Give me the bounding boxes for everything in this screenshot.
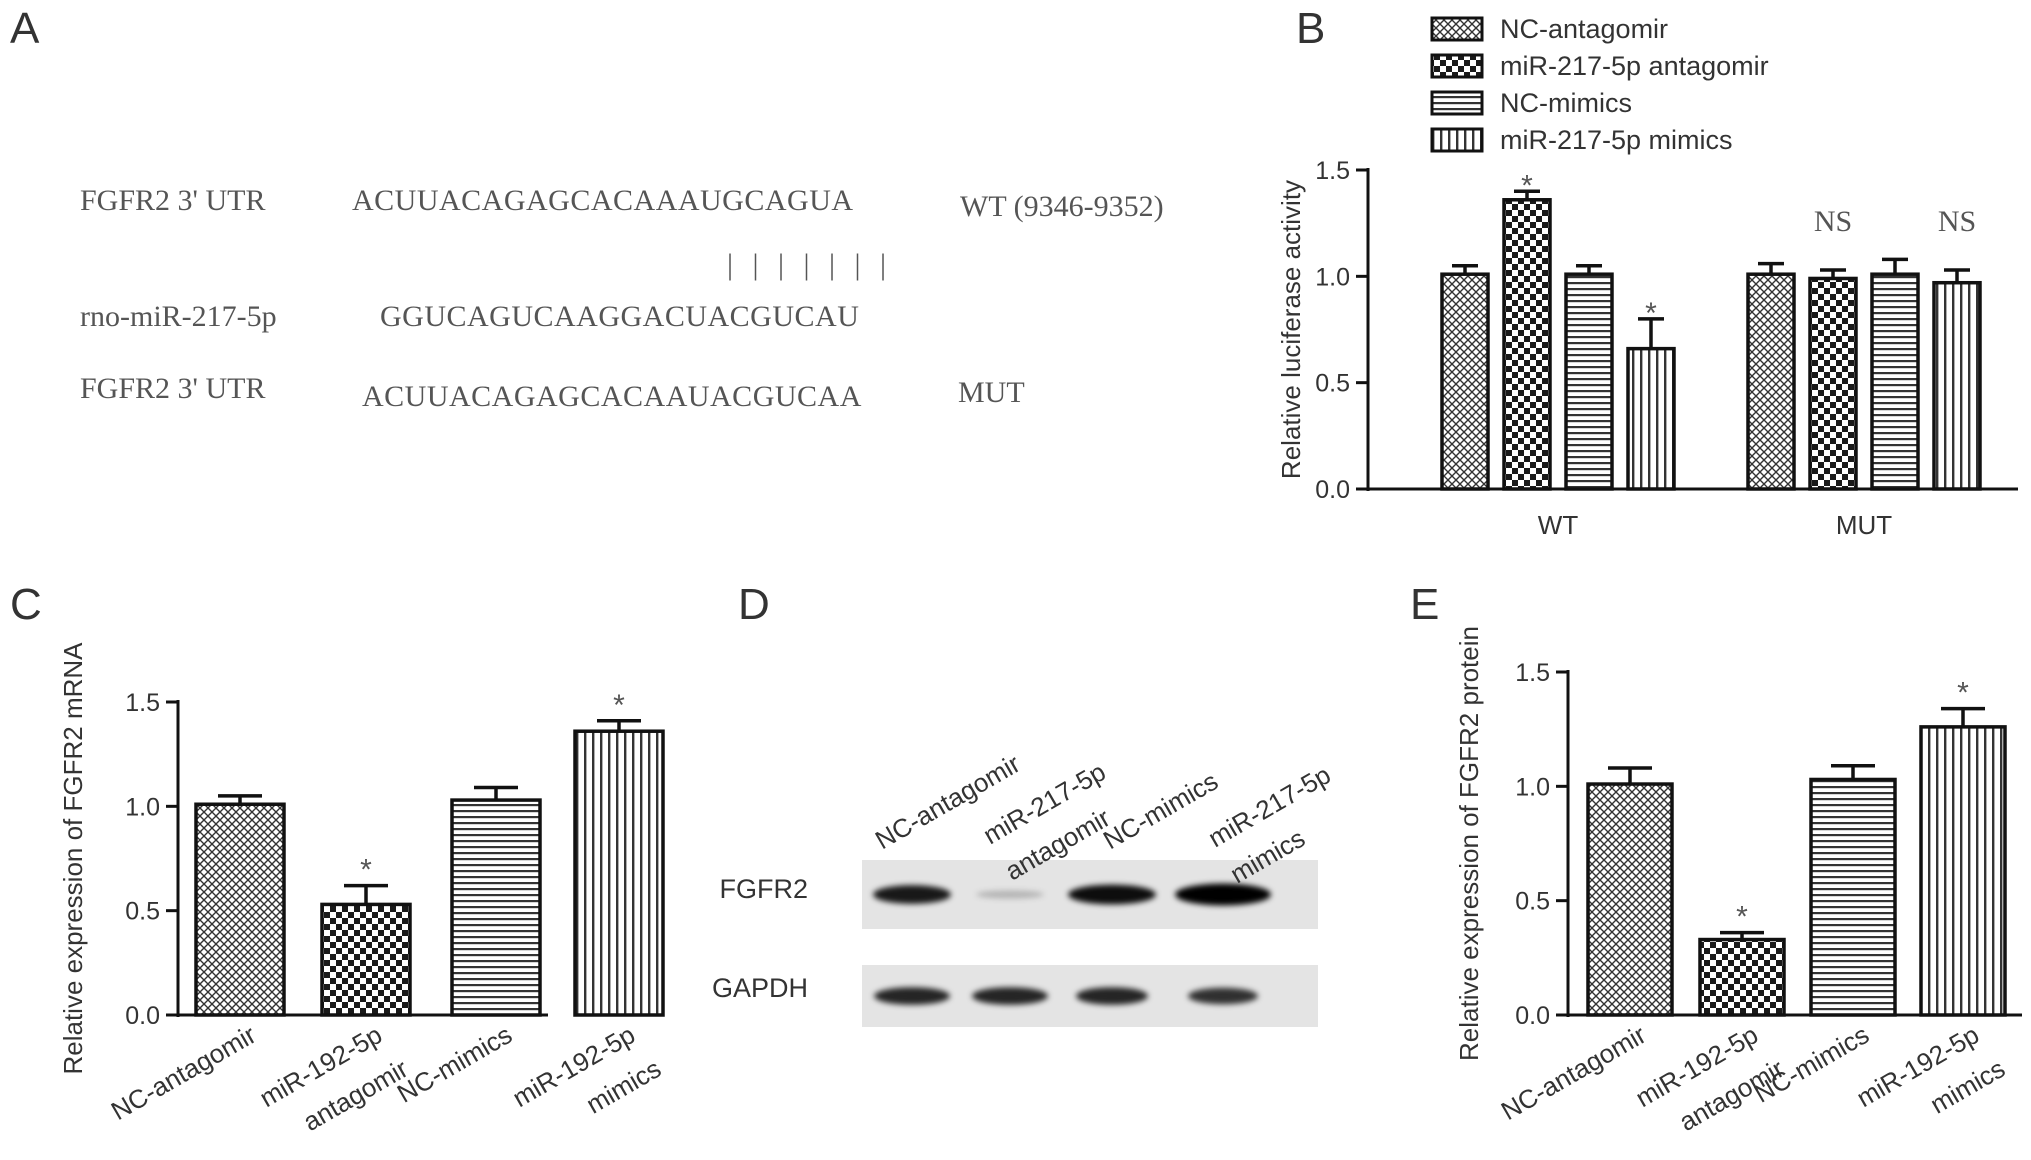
blot-band: [873, 885, 951, 904]
panel-label-d: D: [738, 580, 770, 629]
panel-label-c: C: [10, 580, 42, 629]
panel-label-b: B: [1296, 4, 1326, 53]
utr-wt-tag: WT (9346-9352): [960, 190, 1164, 223]
utr-wt-label: FGFR2 3' UTR: [80, 184, 266, 217]
chart-b-y-tick-label: 1.0: [1315, 263, 1350, 291]
chart-e-bar: [1698, 937, 1786, 1017]
chart-e-y-tick-label: 0.5: [1515, 888, 1550, 916]
chart-e-y-tick-label: 1.5: [1515, 659, 1550, 687]
chart-b-legend-swatch: [1430, 127, 1484, 153]
chart-c-mrna: 0.0 0.5 1.0 1.5 Relative expression of FGFR2…: [58, 642, 666, 1137]
chart-b-significance-label: *: [1521, 169, 1533, 202]
panel-label-e: E: [1410, 580, 1440, 629]
chart-b-y-tick-label: 1.5: [1315, 157, 1350, 185]
blot-lane-label: NC-mimics: [1098, 766, 1223, 856]
chart-e-y-tick-label: 0.0: [1515, 1002, 1550, 1030]
blot-band: [1076, 987, 1148, 1005]
blot-band: [874, 987, 950, 1005]
chart-c-y-axis-label: Relative expression of FGFR2 mRNA: [58, 642, 88, 1075]
mirna-sequence: GGUCAGUCAAGGACUACGUCAU: [380, 300, 860, 333]
chart-b-legend-label: miR-217-5p antagomir: [1500, 51, 1769, 81]
chart-c-bar: [194, 802, 286, 1017]
chart-b-bar: [1502, 198, 1552, 491]
chart-c-bar: [450, 798, 542, 1017]
chart-b-bar: [1808, 276, 1858, 491]
chart-b-legend-label: miR-217-5p mimics: [1500, 125, 1733, 155]
chart-b-y-tick-label: 0.5: [1315, 370, 1350, 398]
chart-e-y-axis-label: Relative expression of FGFR2 protein: [1454, 626, 1484, 1061]
chart-b-legend-swatch: [1430, 90, 1484, 116]
chart-c-bar: [573, 729, 665, 1017]
chart-b-y-axis-label: Relative luciferase activity: [1276, 180, 1306, 479]
chart-c-y-tick-label: 0.0: [125, 1002, 160, 1030]
blot-band: [1188, 987, 1258, 1005]
chart-b-luciferase: 0.0 0.5 1.0 1.5 Relative luciferase activity…: [1276, 14, 2018, 540]
chart-e-protein: 0.0 0.5 1.0 1.5 Relative expression of FGFR2…: [1454, 626, 2022, 1137]
blot-band: [976, 890, 1044, 899]
utr-mut-tag: MUT: [958, 376, 1025, 409]
mirna-label: rno-miR-217-5p: [80, 300, 277, 333]
utr-mut-label: FGFR2 3' UTR: [80, 372, 266, 405]
chart-c-x-tick-label: NC-antagomir: [106, 1019, 261, 1126]
chart-b-legend-swatch: [1430, 16, 1484, 42]
blot-row-label: GAPDH: [712, 973, 808, 1003]
chart-c-bar: [320, 902, 412, 1017]
chart-b-ns-label: NS: [1814, 205, 1852, 238]
chart-b-bar: [1746, 272, 1796, 491]
chart-c-y-tick-label: 0.5: [125, 898, 160, 926]
blot-band: [972, 987, 1048, 1005]
chart-e-x-tick-label: NC-antagomir: [1496, 1019, 1651, 1126]
chart-c-significance-label: *: [613, 689, 625, 722]
chart-e-significance-label: *: [1957, 677, 1969, 710]
chart-b-bar: [1440, 272, 1490, 491]
utr-wt-sequence: ACUUACAGAGCACAAAUGCAGUA: [352, 184, 854, 217]
chart-c-y-tick-label: 1.0: [125, 793, 160, 821]
chart-b-bar: [1564, 272, 1614, 491]
panel-label-a: A: [10, 4, 40, 53]
chart-c-y-tick-label: 1.5: [125, 689, 160, 717]
chart-b-ns-label: NS: [1938, 205, 1976, 238]
chart-b-bar: [1626, 346, 1676, 491]
seed-pairing-marks: | | | | | | |: [727, 248, 893, 281]
chart-b-bar: [1870, 272, 1920, 491]
chart-b-legend-label: NC-mimics: [1500, 88, 1632, 118]
chart-b-bar: [1932, 280, 1982, 491]
western-blot: FGFR2GAPDHNC-antagomirmiR-217-5pantagomi…: [712, 748, 1336, 1027]
blot-band: [1175, 883, 1271, 906]
utr-mut-sequence: ACUUACAGAGCACAAUACGUCAA: [362, 380, 862, 413]
chart-e-y-tick-label: 1.0: [1515, 773, 1550, 801]
chart-e-bar: [1809, 777, 1897, 1017]
chart-b-significance-label: *: [1645, 297, 1657, 330]
chart-b-x-tick-label: WT: [1538, 510, 1579, 540]
chart-b-x-tick-label: MUT: [1836, 510, 1892, 540]
chart-b-legend-label: NC-antagomir: [1500, 14, 1668, 44]
chart-e-significance-label: *: [1736, 901, 1748, 934]
chart-e-bar: [1919, 725, 2007, 1017]
blot-band: [1068, 884, 1156, 905]
chart-c-x-tick-label: NC-mimics: [392, 1019, 517, 1109]
chart-b-legend-swatch: [1430, 53, 1484, 79]
chart-b-y-tick-label: 0.0: [1315, 476, 1350, 504]
blot-row-label: FGFR2: [719, 874, 808, 904]
chart-c-significance-label: *: [360, 854, 372, 887]
chart-e-bar: [1586, 782, 1674, 1017]
